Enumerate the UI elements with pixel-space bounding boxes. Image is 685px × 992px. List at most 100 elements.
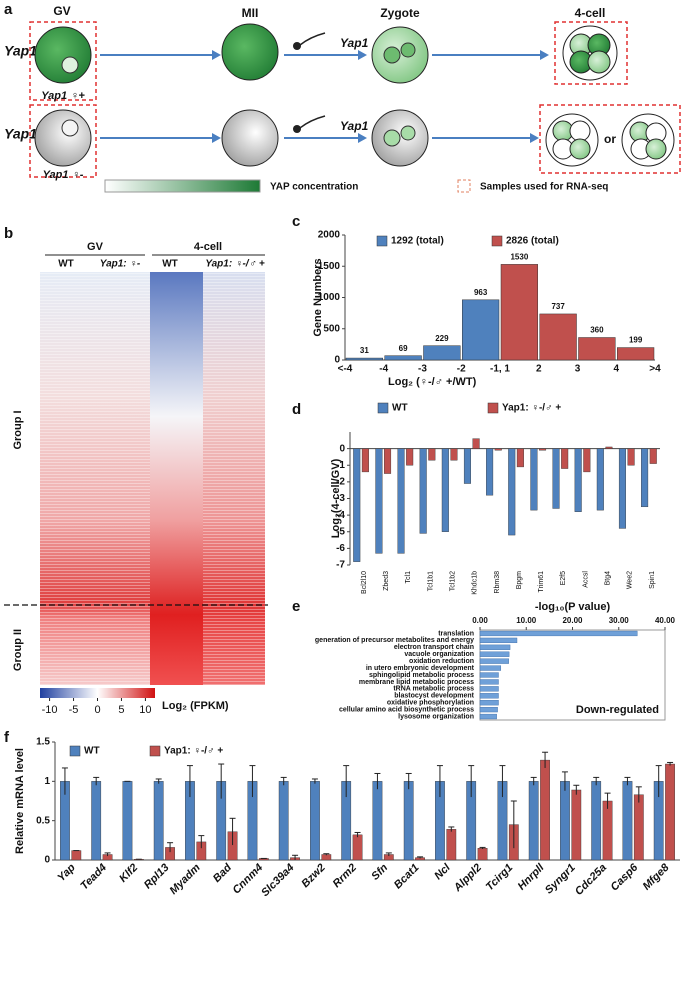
data-label: 360	[590, 326, 604, 335]
bar	[479, 644, 511, 650]
bar	[472, 438, 480, 449]
bar	[561, 448, 569, 469]
gv-oocyte	[34, 26, 92, 84]
heatmap-texture	[203, 272, 265, 685]
data-label: 963	[474, 288, 488, 297]
y-tick-label: 2000	[318, 230, 341, 241]
sperm	[299, 115, 326, 129]
colorbar-tick-label: 5	[118, 704, 124, 716]
data-label: 199	[629, 336, 643, 345]
blastomere	[645, 138, 667, 160]
bar	[91, 781, 102, 861]
sperm-head	[293, 125, 301, 133]
data-label: 229	[435, 334, 449, 343]
x-tick-label: >4	[649, 364, 661, 375]
bar	[539, 448, 547, 451]
legend-label: Yap1: ♀-/♂ +	[164, 746, 223, 757]
arrowhead	[212, 133, 221, 143]
x-tick-label: Bzw2	[299, 862, 327, 890]
category-label: translation	[438, 630, 474, 637]
bar	[641, 448, 649, 508]
category-label: sphingolipid metabolic process	[369, 672, 474, 679]
x-tick-label: -4	[379, 364, 388, 375]
category-label: electron transport chain	[394, 644, 474, 651]
x-tick-label: Casp6	[608, 861, 640, 893]
bar	[528, 781, 539, 861]
bar	[479, 630, 638, 637]
column-header: Yap1: ♀-/♂ +	[205, 259, 265, 270]
bar	[479, 672, 499, 678]
panel-b: b GV 4-cell WT Yap1: ♀- WT Yap1: ♀-/♂ + …	[4, 225, 268, 712]
y-tick-label: -2	[336, 477, 345, 488]
bar	[479, 665, 502, 671]
category-label: tRNA metabolic process	[393, 686, 474, 693]
x-tick-label: Klf2	[117, 862, 140, 885]
bar	[375, 448, 383, 554]
bar	[423, 345, 461, 361]
bar	[479, 713, 497, 720]
data-label: 31	[360, 346, 369, 355]
bar	[571, 789, 582, 861]
arrowhead	[530, 133, 539, 143]
x-tick-label: 0.00	[472, 616, 488, 625]
bar	[494, 448, 502, 451]
blastomere	[587, 50, 611, 74]
x-tick-label: 20.00	[562, 616, 583, 625]
arrowhead	[358, 133, 367, 143]
pronucleus	[383, 46, 401, 64]
x-tick-label: Bcat1	[392, 862, 422, 892]
bar	[446, 829, 457, 861]
row-group: Group II	[12, 629, 24, 671]
bar	[372, 781, 383, 861]
y-tick-label: -3	[336, 493, 345, 504]
bar	[352, 834, 363, 861]
stage: 4-cell	[575, 6, 606, 20]
y-tick-label: 500	[323, 323, 340, 334]
data-label: 69	[399, 344, 408, 353]
x-tick-label: -1, 1	[490, 364, 510, 375]
x-tick-label: 40.00	[655, 616, 676, 625]
bar	[617, 347, 655, 361]
x-tick-label: Syngr1	[543, 862, 578, 897]
bar	[384, 355, 422, 361]
bar	[574, 448, 582, 512]
mii-oocyte	[221, 23, 279, 81]
x-tick-label: Yap	[55, 861, 78, 884]
row-group: Group I	[12, 410, 24, 449]
bar	[591, 781, 602, 861]
colorbar	[40, 688, 155, 698]
legend-swatch	[376, 235, 388, 247]
y-tick-label: 1500	[318, 261, 341, 272]
x-tick-label: Myadm	[168, 862, 203, 897]
x-axis-label: -log₁₀(P value)	[535, 601, 611, 613]
y-tick-label: -1	[336, 460, 345, 471]
embryo-4cell	[562, 25, 618, 81]
bar	[345, 357, 383, 361]
y-tick-label: -6	[336, 543, 345, 554]
category-label: generation of precursor metabolites and …	[315, 637, 474, 644]
blastomere	[569, 120, 591, 142]
legend-swatch	[491, 235, 503, 247]
stage: Zygote	[380, 6, 420, 20]
category-label: cellular amino acid biosynthetic process	[339, 706, 474, 713]
panel-label: c	[292, 213, 300, 230]
bar	[479, 706, 498, 713]
panel-a: a Yap1 ♀+/♂+ : Yap1 ♀-/♂+ : GV MII Zygot…	[4, 1, 681, 193]
bar	[530, 448, 538, 511]
group-header: GV	[87, 241, 104, 253]
panel-label: d	[292, 401, 301, 418]
y-tick-label: -4	[336, 510, 345, 521]
arrowhead	[212, 50, 221, 60]
legend-label: 1292 (total)	[391, 236, 444, 247]
pronucleus	[400, 42, 416, 58]
category-label: oxidation reduction	[409, 658, 474, 665]
category-label: in utero embryonic development	[366, 665, 475, 672]
bar	[596, 448, 604, 511]
bar	[479, 658, 509, 664]
x-tick-label: Khdc1b	[472, 571, 479, 595]
category-label: membrane lipid metabolic process	[359, 679, 474, 686]
y-axis-label: Log₂(4-cell/GV)	[330, 458, 342, 538]
legend-label: WT	[392, 403, 408, 414]
bar	[428, 448, 436, 461]
x-tick-label: Zbed3	[383, 571, 390, 591]
